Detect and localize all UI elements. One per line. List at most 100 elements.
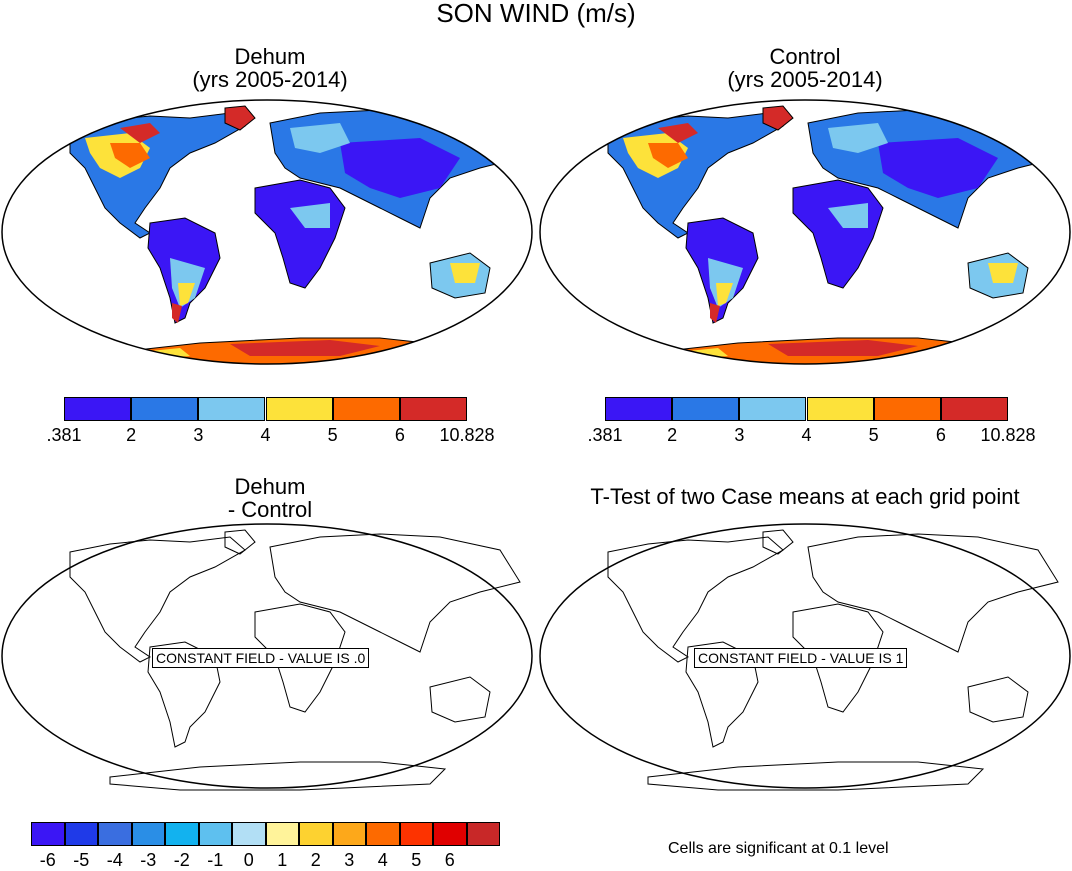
africa-light	[290, 203, 330, 228]
map-difference	[1, 523, 533, 791]
colorbar-swatch	[64, 822, 98, 846]
map-outline	[1, 99, 533, 365]
colorbar-swatch	[399, 397, 467, 421]
north-america-red	[120, 123, 160, 143]
constant-field-message: CONSTANT FIELD - VALUE IS .0	[152, 648, 370, 668]
panel-title-dehum: Dehum (yrs 2005-2014)	[140, 45, 400, 91]
coastlines	[69, 529, 521, 791]
colorbar-swatch	[605, 397, 673, 421]
north-america-coast	[69, 536, 246, 663]
colorbar-tick-label: .381	[46, 425, 82, 445]
panel-title-line2: (yrs 2005-2014)	[727, 67, 883, 92]
antarctica-coast	[109, 761, 447, 791]
colorbar-tick-label: 3	[734, 425, 745, 445]
africa-land	[254, 179, 346, 289]
colorbar-tick-label: 5	[327, 425, 338, 445]
colorbar-tick-label: -4	[106, 850, 123, 870]
colorbar-tick-label: .381	[587, 425, 623, 445]
colorbar-swatch	[198, 397, 266, 421]
panel-title-line1: Dehum	[234, 44, 306, 69]
colorbar-wind-control: .381 2 3 4 5 6 10.828	[587, 397, 1036, 447]
panel-title-control: Control (yrs 2005-2014)	[675, 45, 935, 91]
map-control	[539, 99, 1071, 365]
africa-land	[792, 179, 884, 289]
australia-yellow	[988, 263, 1018, 283]
panel-title-line1: Control	[769, 44, 841, 69]
australia-coast	[429, 676, 491, 723]
colorbar-tick-label: -5	[73, 850, 90, 870]
north-america-coast	[607, 536, 784, 663]
greenland	[762, 105, 794, 131]
map-outline	[539, 99, 1071, 365]
panel-title-line2: - Control	[227, 497, 313, 522]
colorbar-swatch	[64, 397, 132, 421]
colorbar-swatch	[265, 822, 299, 846]
colorbar-swatch	[399, 822, 433, 846]
colorbar-tick-label: 4	[260, 425, 271, 445]
colorbar-swatch	[131, 397, 199, 421]
colorbar-tick-label: 3	[344, 850, 355, 870]
figure-title: SON WIND (m/s)	[436, 0, 636, 28]
map-ttest	[539, 523, 1071, 791]
significance-note: Cells are significant at 0.1 level	[668, 840, 889, 857]
south-america-yellow	[178, 283, 195, 306]
colorbar-swatch	[332, 397, 400, 421]
colorbar-tick-label: 4	[801, 425, 812, 445]
colorbar-tick-label: 5	[411, 850, 422, 870]
colorbar-tick-label: 6	[444, 850, 455, 870]
colorbar-swatch	[366, 822, 400, 846]
map-outline	[539, 523, 1071, 789]
north-america-red	[658, 123, 698, 143]
panel-title-ttest: T-Test of two Case means at each grid po…	[590, 484, 1020, 509]
colorbar-swatch	[433, 822, 467, 846]
north-america-orange	[648, 143, 688, 168]
colorbar-tick-label: 2	[310, 850, 321, 870]
colorbar-swatch	[806, 397, 874, 421]
colorbar-swatch	[31, 822, 65, 846]
colorbar-tick-label: -2	[173, 850, 190, 870]
eurasia-low	[340, 138, 460, 198]
colorbar-difference: -6 -5 -4 -3 -2 -1 0 1 2 3 4 5 6	[31, 822, 500, 870]
north-america-orange	[110, 143, 150, 168]
colorbar-swatch	[198, 822, 232, 846]
colorbar-tick-label: 6	[394, 425, 405, 445]
eurasia-light	[828, 123, 888, 153]
colorbar-tick-label: -1	[207, 850, 224, 870]
colorbar-swatch	[873, 397, 941, 421]
south-america-yellow	[716, 283, 733, 306]
colorbar-tick-label: 10.828	[439, 425, 495, 445]
australia-yellow	[450, 263, 480, 283]
colorbar-tick-label: 2	[126, 425, 137, 445]
greenland	[224, 105, 256, 131]
colorbar-swatch	[98, 822, 132, 846]
map-dehum	[1, 99, 533, 365]
colorbar-tick-label: 2	[667, 425, 678, 445]
colorbar-swatch	[332, 822, 366, 846]
patagonia-red	[172, 303, 182, 323]
antarctica-red	[230, 340, 380, 356]
colorbar-tick-label: -3	[140, 850, 157, 870]
colorbar-swatch	[940, 397, 1008, 421]
colorbar-tick-label: 0	[243, 850, 254, 870]
colorbar-swatch	[265, 397, 333, 421]
colorbar-tick-label: 1	[277, 850, 288, 870]
map-outline	[1, 523, 533, 789]
colorbar-tick-label: 6	[935, 425, 946, 445]
patagonia-red	[710, 303, 720, 323]
constant-field-message: CONSTANT FIELD - VALUE IS 1	[694, 648, 908, 668]
colorbar-swatch	[739, 397, 807, 421]
antarctica-red	[768, 340, 918, 356]
colorbar-tick-label: 5	[868, 425, 879, 445]
colorbar-swatch	[466, 822, 500, 846]
colorbar-swatch	[232, 822, 266, 846]
colorbar-tick-label: 3	[193, 425, 204, 445]
colorbar-swatch	[165, 822, 199, 846]
africa-light	[828, 203, 868, 228]
eurasia-low	[878, 138, 998, 198]
australia-coast	[967, 676, 1029, 723]
greenland-coast	[762, 529, 794, 555]
greenland-coast	[224, 529, 256, 555]
eurasia-coast	[269, 533, 521, 653]
coastlines	[607, 529, 1059, 791]
panel-title-line2: (yrs 2005-2014)	[192, 67, 348, 92]
